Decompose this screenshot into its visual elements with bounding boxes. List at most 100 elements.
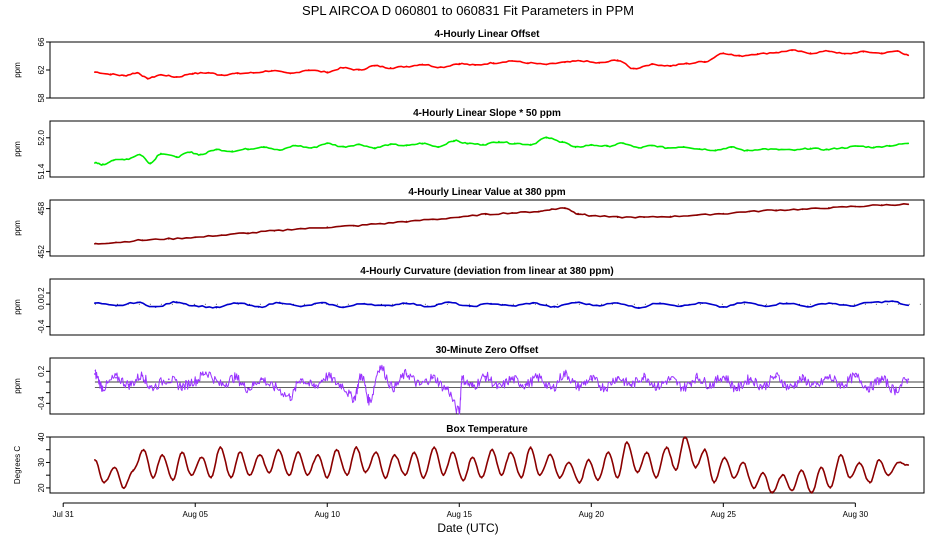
data-point: [509, 451, 512, 454]
data-point: [247, 232, 249, 234]
data-point: [800, 469, 803, 471]
data-point: [421, 63, 424, 66]
data-point: [616, 59, 619, 62]
data-point: [550, 208, 553, 211]
data-point: [622, 142, 624, 145]
data-point: [404, 474, 406, 477]
data-point: [735, 387, 738, 390]
data-point: [887, 474, 890, 477]
data-point: [273, 230, 276, 232]
data-point: [123, 74, 125, 77]
data-point: [762, 385, 764, 388]
data-point: [756, 53, 759, 55]
y-axis-label: ppm: [13, 62, 22, 78]
data-point: [529, 143, 532, 146]
data-point: [339, 383, 342, 386]
data-point: [590, 144, 593, 147]
data-point: [321, 302, 323, 304]
data-point: [278, 149, 281, 152]
data-point: [175, 301, 178, 303]
panels: 4-Hourly Linear Offset586266ppm4-Hourly …: [13, 29, 925, 494]
data-point: [545, 136, 548, 139]
data-point: [364, 471, 367, 474]
data-point: [722, 212, 725, 215]
panel-title: 4-Hourly Linear Value at 380 ppm: [408, 187, 565, 198]
data-point: [405, 220, 408, 223]
data-point: [843, 53, 846, 55]
data-point: [379, 222, 381, 225]
data-point: [568, 461, 570, 464]
data-point: [685, 62, 688, 65]
data-point: [564, 207, 566, 209]
data-point: [141, 239, 144, 242]
data-point: [94, 162, 96, 164]
data-point: [445, 387, 447, 390]
data-point: [128, 383, 131, 386]
data-point: [888, 144, 891, 147]
data-point: [630, 383, 632, 386]
data-point: [342, 145, 344, 148]
data-point: [839, 453, 842, 456]
data-point: [278, 301, 281, 304]
data-point: [828, 50, 830, 52]
data-point: [358, 69, 360, 71]
data-point: [703, 448, 706, 451]
data-point: [215, 306, 218, 309]
data-point: [115, 241, 117, 244]
data-point: [781, 474, 784, 477]
panel-title: 4-Hourly Linear Offset: [434, 29, 540, 40]
data-point: [94, 459, 96, 461]
data-point: [326, 226, 329, 229]
data-point: [461, 378, 463, 381]
data-point: [342, 306, 344, 308]
data-point: [288, 474, 290, 477]
data-point: [775, 375, 777, 378]
data-point: [793, 149, 796, 152]
data-point: [854, 205, 857, 208]
data-point: [194, 380, 197, 382]
data-point: [651, 63, 653, 66]
data-point: [828, 376, 830, 379]
data-point: [698, 148, 701, 150]
data-point: [115, 376, 117, 379]
y-tick-label: 58: [37, 93, 46, 102]
data-point: [603, 386, 606, 389]
data-point: [607, 451, 610, 454]
y-axis-label: Degrees C: [13, 446, 22, 484]
data-point: [474, 64, 476, 66]
y-tick-label: 20: [37, 483, 46, 492]
data-point: [907, 464, 910, 466]
data-point: [462, 479, 465, 482]
x-tick-label: Aug 10: [315, 510, 341, 519]
data-point: [393, 453, 396, 456]
data-point: [577, 212, 579, 215]
data-point: [549, 453, 552, 456]
data-point: [405, 144, 408, 147]
data-point: [326, 375, 329, 378]
data-point: [326, 476, 329, 479]
data-point: [432, 218, 434, 221]
data-point: [200, 456, 203, 459]
series-line: [94, 436, 909, 494]
data-point: [907, 54, 910, 57]
panel-frame: [49, 357, 925, 415]
data-point: [896, 50, 899, 52]
data-point: [451, 451, 454, 454]
data-point: [471, 385, 474, 388]
data-point: [270, 69, 273, 72]
data-point: [146, 77, 149, 80]
y-tick-label: 0.2: [37, 287, 46, 299]
data-point: [191, 72, 194, 75]
data-point: [220, 74, 223, 76]
data-point: [268, 471, 271, 474]
data-point: [358, 143, 360, 146]
series-line: [94, 136, 909, 166]
y-tick-label: 458: [37, 201, 46, 215]
data-point: [360, 374, 363, 377]
data-point: [849, 476, 851, 479]
data-point: [714, 149, 717, 152]
data-point: [138, 153, 141, 156]
data-point: [595, 304, 598, 307]
data-point: [694, 466, 697, 469]
data-point: [317, 453, 319, 456]
